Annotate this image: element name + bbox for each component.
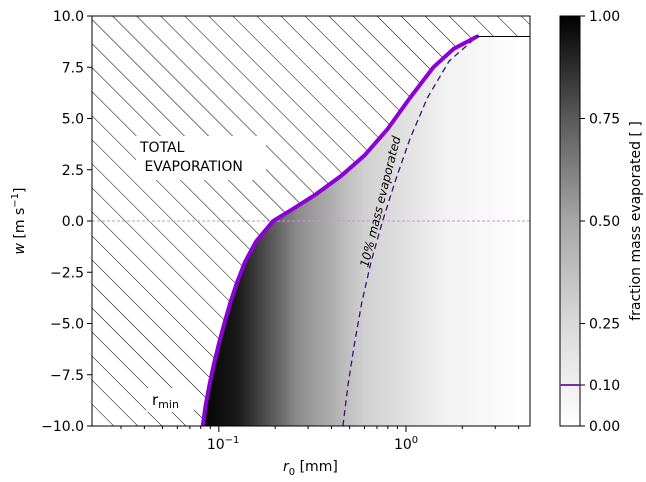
- y-axis-label: w [m s−1]: [10, 188, 28, 255]
- y-tick-label: −7.5: [50, 368, 84, 384]
- total-evaporation-label-box: [136, 136, 266, 180]
- r-min-label-main: r: [152, 391, 159, 409]
- y-tick-label: −10.0: [41, 419, 84, 435]
- colorbar-tick-label: 0.25: [589, 317, 620, 333]
- ten-percent-contour-line: [342, 36, 478, 426]
- y-tick-label: 5.0: [62, 112, 84, 128]
- total-evaporation-label-line1: TOTAL: [139, 140, 185, 156]
- r-min-label-sub: min: [158, 398, 179, 411]
- y-tick-label: 0.0: [62, 214, 84, 230]
- r-min-label-box: [146, 388, 194, 412]
- colorbar-gradient: [559, 15, 581, 427]
- x-axis-ticks: 10−1 100: [120, 426, 520, 453]
- y-tick-label: 10.0: [53, 9, 84, 25]
- y-axis-label-var: w: [12, 242, 28, 254]
- plot-area: TOTAL EVAPORATION rmin 10% mass evaporat…: [91, 15, 531, 427]
- colorbar-tick-label: 0.10: [589, 378, 620, 394]
- colorbar-tick-label: 0.75: [589, 112, 620, 128]
- y-axis-ticks: 10.0 7.5 5.0 2.5 0.0 −2.5 −5.0 −7.5 −10.0: [41, 9, 92, 435]
- colorbar-label: fraction mass evaporated [ ]: [628, 121, 644, 321]
- x-axis-label-var: r: [283, 459, 290, 475]
- x-tick-label: 10−1: [207, 435, 240, 453]
- evaporation-heatmap: [202, 36, 530, 426]
- colorbar-ticks: 1.00 0.75 0.50 0.25 0.10 0.00: [580, 9, 620, 435]
- x-axis-label-sub: 0: [289, 467, 295, 478]
- y-tick-label: −5.0: [50, 317, 84, 333]
- colorbar-tick-label: 0.50: [589, 214, 620, 230]
- x-tick-label: 100: [394, 435, 418, 453]
- y-axis-label-exp: −1: [10, 193, 21, 208]
- r-min-curve: [200, 34, 480, 426]
- y-tick-label: −2.5: [50, 265, 84, 281]
- x-axis-label-unit: [mm]: [300, 459, 338, 475]
- total-evaporation-hatched-region: [92, 16, 530, 426]
- y-axis-label-close: ]: [12, 188, 28, 193]
- x-axis-label: r0 [mm]: [283, 459, 338, 478]
- colorbar-tick-label: 0.00: [589, 419, 620, 435]
- total-evaporation-label-line2: EVAPORATION: [140, 159, 243, 175]
- colorbar: 1.00 0.75 0.50 0.25 0.10 0.00 fraction mass e…: [559, 9, 644, 435]
- r-min-label: rmin: [152, 391, 179, 411]
- colorbar-tick-label: 1.00: [589, 9, 620, 25]
- y-axis-label-unit: [m s: [12, 208, 28, 239]
- y-tick-label: 2.5: [62, 163, 84, 179]
- y-tick-label: 7.5: [62, 60, 84, 76]
